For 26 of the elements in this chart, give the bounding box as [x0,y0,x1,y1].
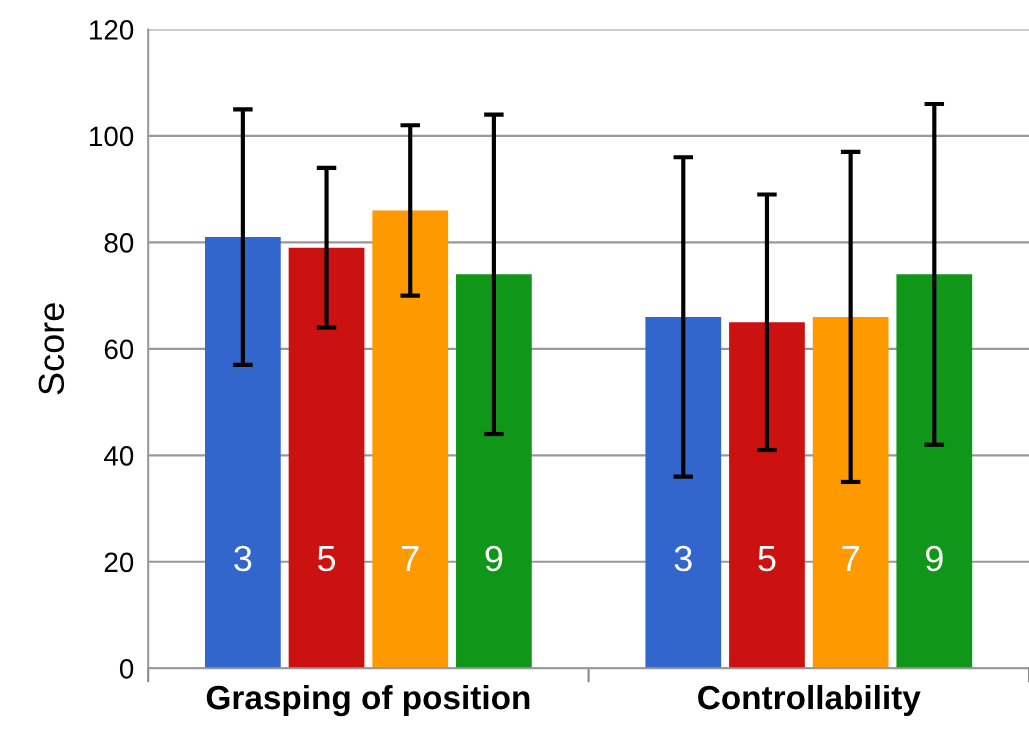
series-label: 9 [925,545,943,572]
x-tick-label: Controllability [698,684,921,717]
text: 7 [402,546,419,571]
y-tick-label: 60 [104,339,134,360]
y-tick-label: 80 [104,233,134,253]
bar [204,237,281,669]
y-axis-title: Score [38,303,65,395]
y-tick-label: 100 [90,126,134,147]
bar [288,247,365,669]
text: 5 [758,546,776,572]
text: 9 [485,545,503,572]
y-tick-label: 0 [119,658,134,679]
bar [729,322,805,669]
series-label: 3 [234,545,252,572]
bar [645,316,722,669]
series-label: 5 [317,546,336,572]
bar [456,274,532,669]
y-tick-label: 120 [90,20,134,40]
y-tick-label: 20 [104,552,134,573]
y-tick-label: 40 [104,446,134,466]
series-label: 7 [842,546,859,571]
text: 3 [674,545,692,572]
bar [812,316,889,669]
bar [372,210,449,669]
bar [896,274,973,669]
x-tick-label: Grasping of position [206,684,530,717]
